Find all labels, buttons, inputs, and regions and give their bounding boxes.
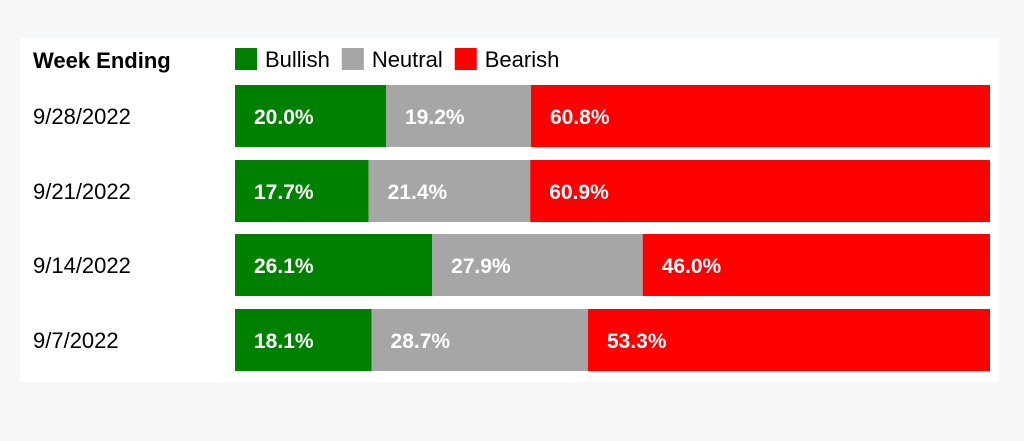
legend-label-bullish: Bullish: [265, 47, 330, 72]
data-label-bearish: 53.3%: [607, 330, 667, 353]
bar-segment-bullish: [235, 85, 386, 147]
week-ending-header: Week Ending: [33, 48, 171, 73]
chart-row: 9/7/2022 18.1% 28.7% 53.3%: [33, 309, 990, 371]
legend-label-neutral: Neutral: [372, 47, 443, 72]
data-label-neutral: 19.2%: [405, 106, 465, 129]
bar-segment-neutral: [386, 85, 531, 147]
data-label-bullish: 26.1%: [254, 255, 314, 278]
bar-segment-neutral: [432, 234, 643, 296]
bar-segment-neutral: [371, 309, 588, 371]
bar-segment-bearish: [530, 85, 990, 147]
data-label-neutral: 28.7%: [391, 330, 451, 353]
legend-swatch-bullish: [235, 48, 257, 70]
sentiment-stacked-bar-chart: Week Ending Bullish Neutral Bearish 9/28/2…: [33, 47, 990, 371]
category-label: 9/14/2022: [33, 253, 131, 278]
legend-label-bearish: Bearish: [485, 47, 560, 72]
chart-row: 9/28/2022 20.0% 19.2% 60.8%: [33, 85, 990, 147]
chart-row: 9/21/2022 17.7% 21.4% 60.9%: [33, 160, 990, 222]
category-label: 9/21/2022: [33, 179, 131, 204]
data-label-neutral: 21.4%: [388, 181, 448, 204]
chart-row: 9/14/2022 26.1% 27.9% 46.0%: [33, 234, 990, 296]
chart-legend: Bullish Neutral Bearish: [235, 47, 559, 72]
legend-swatch-bearish: [454, 48, 477, 70]
chart-rows: 9/28/2022 20.0% 19.2% 60.8% 9/21/2022 17.7% 21…: [33, 85, 990, 371]
bar-segment-neutral: [368, 160, 531, 222]
bar-segment-bullish: [235, 234, 433, 296]
bar-segment-bearish: [530, 160, 990, 222]
data-label-bearish: 46.0%: [662, 255, 722, 278]
bar-segment-bearish: [642, 234, 990, 296]
data-label-bullish: 17.7%: [254, 181, 314, 204]
legend-swatch-neutral: [341, 48, 364, 70]
bar-segment-bullish: [235, 309, 372, 371]
data-label-bullish: 18.1%: [254, 330, 314, 353]
bar-segment-bearish: [587, 309, 990, 371]
data-label-bullish: 20.0%: [254, 106, 314, 129]
data-label-bearish: 60.8%: [550, 106, 610, 129]
category-label: 9/7/2022: [33, 328, 119, 353]
sentiment-chart-panel: Week Ending Bullish Neutral Bearish 9/28/2…: [20, 38, 999, 382]
data-label-bearish: 60.9%: [549, 181, 609, 204]
category-label: 9/28/2022: [33, 104, 131, 129]
data-label-neutral: 27.9%: [451, 255, 511, 278]
bar-segment-bullish: [235, 160, 369, 222]
